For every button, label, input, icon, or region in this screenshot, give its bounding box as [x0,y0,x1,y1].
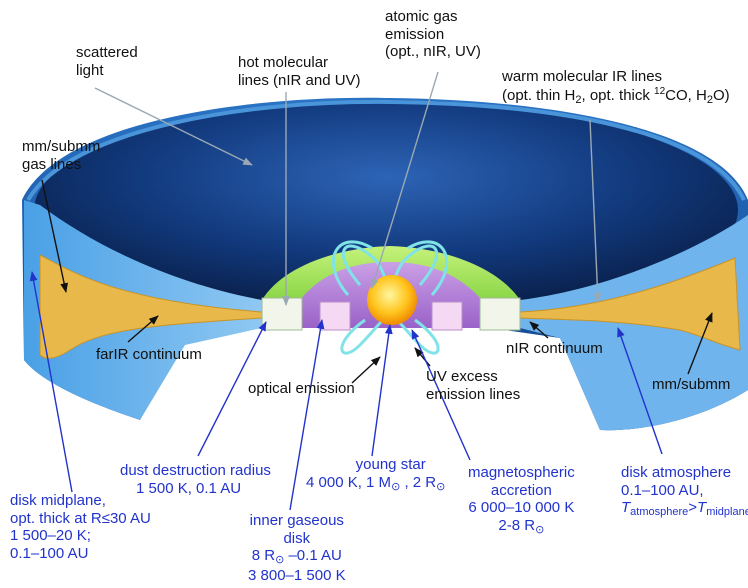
young-star [367,275,417,325]
hot-molecular-line-2: lines (nIR and UV) [238,71,361,89]
gray-pointers [94,71,602,306]
disk-atmosphere-line-3: Tatmosphere>Tmidplane [621,499,748,519]
dust-wall-left [261,297,303,331]
inner-gaseous-line-3: 8 R⊙ –0.1 AU [248,547,346,567]
dust-wall-right [479,297,521,331]
inner-gaseous-line-2: disk [283,529,311,547]
warm-ir-line-1: warm molecular IR lines [502,68,663,85]
atomic-gas-line-1: atomic gas [385,8,458,25]
right-midplane [519,257,741,351]
label-young-star: young star 4 000 K, 1 M⊙ , 2 R⊙ [306,456,445,494]
inner-gaseous-au: –0.1 AU [284,547,342,565]
warm-ir-co: CO, H [665,86,707,104]
label-nir: nIR continuum [506,340,603,357]
label-atomic-gas: atomic gas emission (opt., nIR, UV) [385,8,481,61]
disk-midplane-line-3: 1 500–20 K; [10,527,91,545]
mm-gas-line-1: mm/submm [22,138,101,155]
disk-atmosphere-line-1: disk atmosphere [621,464,732,481]
young-star-msun: ⊙ [391,480,401,493]
warm-ir-line-2: (opt. thin H2, opt. thick 12CO, H2O) [502,86,730,107]
label-disk-atmosphere: disk atmosphere 0.1–100 AU, Tatmosphere>… [621,464,748,519]
magnetospheric-sun: ⊙ [535,524,545,537]
uv-excess-line-2: emission lines [426,385,521,403]
warm-ir-mid: , opt. thick [581,86,655,104]
inner-gaseous-sun: ⊙ [275,554,285,567]
scattered-light-line-2: light [76,61,104,79]
inner-wall-right [431,301,463,331]
blue-pointers [29,271,663,511]
dust-destruction-line-1: dust destruction radius [120,462,271,479]
warm-ir-co-sup: 12 [654,85,666,97]
label-warm-molecular: warm molecular IR lines (opt. thin H2, o… [502,68,730,107]
disk-atmosphere-atm: atmosphere [630,506,689,519]
scattered-light-line-1: scattered [76,44,138,61]
mm-gas-line-2: gas lines [22,155,82,173]
warm-ir-close: O) [712,86,730,104]
young-star-params: 4 000 K, 1 M⊙ , 2 R⊙ [306,474,445,494]
young-star-title: young star [355,456,426,473]
atomic-gas-line-3: (opt., nIR, UV) [385,43,481,61]
label-optical-emission: optical emission [248,380,355,397]
inner-gaseous-line-1: inner gaseous [249,512,344,529]
disk-rim [26,99,746,202]
label-uv-excess: UV excess emission lines [426,368,520,403]
dust-destruction-line-2: 1 500 K, 0.1 AU [136,479,242,497]
label-farir: farIR continuum [96,346,202,363]
label-dust-destruction: dust destruction radius 1 500 K, 0.1 AU [120,462,271,497]
magnetospheric-line-4: 2-8 R⊙ [468,517,575,537]
disk-atmosphere-line-2: 0.1–100 AU, [621,481,704,499]
warm-ir-h2o-sub: 2 [706,93,713,106]
magnetospheric-line-2: accretion [490,481,552,499]
disk-midplane-line-1: disk midplane, [10,492,106,509]
hot-molecular-line-1: hot molecular [238,54,329,71]
disk-atmosphere-gt: > [688,499,698,517]
inner-gaseous-line-4: 3 800–1 500 K [248,567,346,585]
disk-cavity [34,100,738,320]
disk-atmosphere-mid: midplane [706,506,748,519]
atomic-gas-line-2: emission [385,25,445,43]
left-midplane [39,254,263,359]
label-scattered-light: scattered light [76,44,138,79]
magnetospheric-radius: 2-8 R [498,517,536,535]
label-disk-midplane: disk midplane, opt. thick at R≤30 AU 1 5… [10,492,151,563]
disk-atmosphere-t2: T [697,499,707,517]
young-star-rsun: ⊙ [436,480,446,493]
disk-midplane-line-4: 0.1–100 AU [10,545,89,563]
warm-ir-open: (opt. thin H [502,86,576,104]
label-hot-molecular: hot molecular lines (nIR and UV) [238,54,361,89]
young-star-a: 4 000 K, 1 M [306,473,392,491]
label-inner-gaseous: inner gaseous disk 8 R⊙ –0.1 AU 3 800–1 … [248,512,346,585]
uv-excess-line-1: UV excess [426,368,498,385]
label-magnetospheric: magnetospheric accretion 6 000–10 000 K … [468,464,575,537]
young-star-b: , 2 R [400,473,437,491]
inner-wall-left [319,301,351,331]
magnetospheric-line-3: 6 000–10 000 K [468,499,575,517]
magnetospheric-line-1: magnetospheric [468,464,575,481]
label-mm-gas-lines: mm/submm gas lines [22,138,100,173]
label-mm-submm: mm/submm [652,376,731,393]
black-pointers [41,179,713,384]
disk-midplane-line-2: opt. thick at R≤30 AU [10,509,151,527]
warm-ir-h2-sub: 2 [575,93,582,106]
inner-gaseous-r: 8 R [251,547,276,565]
disk-atmosphere-t1: T [621,499,631,517]
